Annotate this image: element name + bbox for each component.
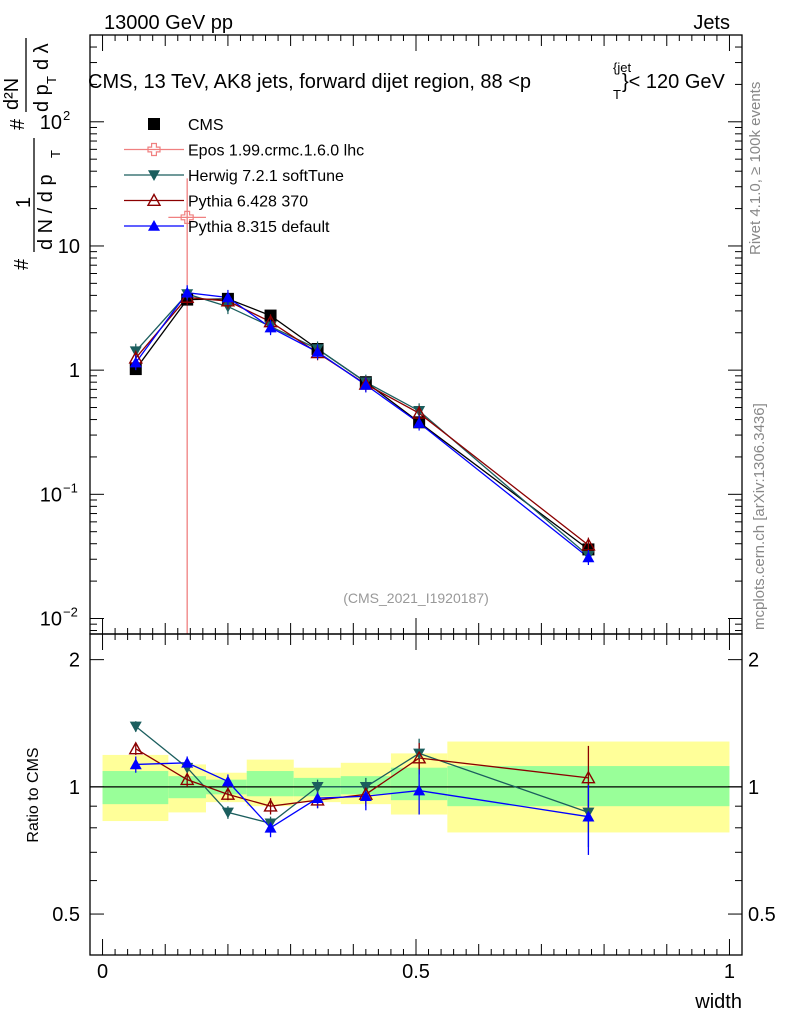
- main-ytick-label: 10: [58, 236, 80, 258]
- legend-label-pythia: Pythia 8.315 default: [188, 219, 330, 236]
- ylabel-hash-2: #: [7, 118, 29, 130]
- ratio-ytick-label: 2: [69, 650, 80, 672]
- ratio-line-pythia: [135, 748, 589, 807]
- ratio-point-pythia: [129, 758, 142, 770]
- xtick-label: 1: [724, 961, 735, 983]
- ratio-point-pythia: [581, 770, 596, 784]
- ylabel-dn-dpt: d N / d p: [35, 174, 57, 250]
- mcplots-label: mcplots.cern.ch [arXiv:1306.3436]: [751, 403, 768, 630]
- main-ytick-exponent: −1: [63, 480, 78, 495]
- ylabel-t-sub: T: [48, 150, 63, 158]
- main-point-epos: [180, 210, 194, 224]
- main-line-pythia: [135, 292, 589, 558]
- main-series-lines: [135, 178, 589, 634]
- main-line-herwig: [135, 293, 589, 557]
- ratio-point-pythia: [220, 786, 236, 800]
- ratio-point-pythia: [263, 798, 278, 812]
- ratio-point-herwig: [413, 748, 426, 760]
- ratio-point-pythia: [359, 790, 372, 802]
- ratio-ytick-label-right: 1: [748, 777, 759, 799]
- ylabel-t-sub-2: T: [44, 76, 59, 84]
- ratio-ytick-label-right: 0.5: [748, 904, 776, 926]
- xtick-label: 0: [97, 961, 108, 983]
- band-inner-3: [246, 771, 294, 797]
- main-series-markers: [128, 210, 596, 566]
- ratio-series-markers: [128, 721, 596, 833]
- main-y-axis-label: # 1 d N / d p T # d²N d p T d λ: [1, 38, 63, 270]
- main-ytick-exponent: 2: [63, 108, 70, 123]
- ratio-point-pythia: [179, 772, 195, 786]
- main-line-pythia: [135, 296, 589, 546]
- analysis-watermark: (CMS_2021_I1920187): [343, 590, 489, 606]
- title-superscript: {jet: [613, 60, 631, 75]
- header-energy: 13000 GeV pp: [104, 12, 233, 34]
- ratio-point-pythia: [264, 821, 277, 833]
- ratio-line-pythia: [135, 762, 589, 829]
- ratio-line-herwig: [135, 725, 589, 824]
- ratio-point-pythia: [413, 784, 426, 796]
- main-ytick-label: 1: [69, 360, 80, 382]
- legend-label-epos: Epos 1.99.crmc.1.6.0 lhc: [188, 143, 364, 160]
- ratio-ytick-label: 1: [69, 777, 80, 799]
- title-end: }< 120 GeV: [622, 71, 726, 93]
- ratio-point-pythia: [221, 775, 234, 787]
- ratio-point-herwig: [221, 807, 234, 819]
- ratio-y-axis-label: Ratio to CMS: [25, 747, 42, 842]
- ratio-point-pythia: [411, 750, 427, 764]
- ylabel-dlambda: d λ: [31, 43, 53, 70]
- main-ytick-label: 10: [40, 608, 62, 630]
- ratio-ytick-label-right: 2: [748, 650, 759, 672]
- header-category: Jets: [693, 12, 730, 34]
- ratio-ytick-label: 0.5: [52, 904, 80, 926]
- ylabel-d2n: d²N: [1, 78, 23, 110]
- legend-marker-pythia: [148, 220, 160, 231]
- title-main: CMS, 13 TeV, AK8 jets, forward dijet reg…: [88, 71, 531, 93]
- band-inner-0: [102, 771, 169, 805]
- main-line-cms: [135, 298, 589, 550]
- ratio-point-pythia: [311, 792, 324, 804]
- xtick-label: 0.5: [402, 961, 430, 983]
- title-subscript: T: [613, 87, 621, 102]
- rivet-version-label: Rivet 4.1.0, ≥ 100k events: [747, 82, 764, 255]
- ylabel-hash: #: [11, 258, 33, 270]
- plot-title: CMS, 13 TeV, AK8 jets, forward dijet reg…: [88, 60, 726, 102]
- ylabel-dp: d p: [31, 84, 53, 112]
- legend-label-herwig: Herwig 7.2.1 softTune: [188, 168, 344, 185]
- legend-marker-herwig: [148, 170, 160, 181]
- x-axis-label: width: [694, 991, 742, 1013]
- legend-marker-epos: [147, 142, 161, 157]
- main-ytick-label: 10: [40, 112, 62, 134]
- main-ytick-exponent: −2: [63, 604, 78, 619]
- ratio-point-pythia: [181, 756, 194, 768]
- legend-marker-pythia: [146, 193, 162, 207]
- ratio-point-herwig: [129, 721, 142, 733]
- legend-label-cms: CMS: [188, 117, 224, 134]
- axis-ticks: [90, 34, 742, 956]
- legend-marker-cms: [148, 118, 160, 130]
- ylabel-one: 1: [13, 197, 35, 208]
- legend: CMS Epos 1.99.crmc.1.6.0 lhc Herwig 7.2.1 …: [124, 117, 364, 236]
- main-ytick-label: 10: [40, 484, 62, 506]
- ratio-point-herwig: [311, 782, 324, 793]
- ratio-point-pythia: [128, 741, 143, 755]
- ratio-point-pythia: [582, 810, 595, 822]
- legend-label-pythia: Pythia 6.428 370: [188, 194, 308, 211]
